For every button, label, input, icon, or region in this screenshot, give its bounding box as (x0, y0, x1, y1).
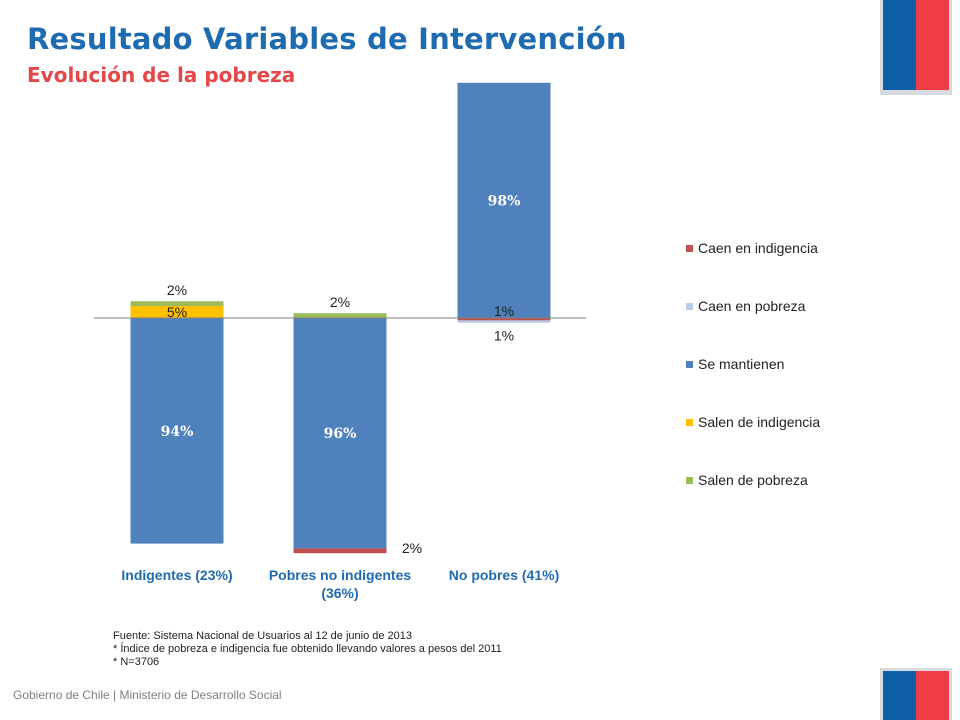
bar-salen-de-pobreza-1 (293, 313, 387, 318)
data-label-se-mantienen-0: 94% (161, 424, 194, 440)
slide-title: Resultado Variables de Intervención (27, 22, 627, 56)
source-notes: Fuente: Sistema Nacional de Usuarios al … (113, 630, 502, 669)
legend-label: Se mantienen (698, 356, 785, 372)
data-label-caen-en-pobreza-2: 1% (494, 303, 514, 319)
legend-label: Salen de pobreza (698, 472, 808, 488)
flag-logo-top (883, 0, 949, 90)
legend-swatch (686, 477, 693, 484)
footnote-index: * Índice de pobreza e indigencia fue obt… (113, 643, 502, 655)
bar-se-mantienen-2 (457, 82, 551, 318)
bar-salen-de-indigencia-0 (130, 306, 224, 318)
bar-caen-en-indigencia-2 (457, 318, 551, 321)
data-label-salen-de-pobreza-1: 2% (330, 294, 350, 310)
category-label-0-0: Indigentes (23%) (121, 567, 232, 583)
legend-label: Caen en indigencia (698, 240, 818, 256)
data-label-caen-en-indigencia-2: 1% (494, 327, 514, 343)
bar-se-mantienen-0 (130, 318, 224, 544)
data-label-se-mantienen-2: 98% (488, 193, 521, 209)
legend-swatch (686, 419, 693, 426)
category-label-1-1: (36%) (321, 585, 358, 601)
bar-caen-en-pobreza-2 (457, 320, 551, 323)
flag-blue-stripe (883, 671, 916, 720)
flag-red-stripe (916, 671, 949, 720)
bar-se-mantienen-1 (293, 318, 387, 549)
data-label-se-mantienen-1: 96% (324, 426, 357, 442)
category-label-1-0: Pobres no indigentes (269, 567, 412, 583)
data-label-salen-de-indigencia-0: 5% (167, 304, 187, 320)
data-label-salen-de-pobreza-0: 2% (167, 282, 187, 298)
legend-swatch (686, 303, 693, 310)
legend-swatch (686, 361, 693, 368)
source-line: Fuente: Sistema Nacional de Usuarios al … (113, 630, 413, 642)
flag-logo-bottom (883, 671, 949, 720)
slide-subtitle: Evolución de la pobreza (27, 63, 296, 87)
footnote-n: * N=3706 (113, 656, 160, 668)
flag-red-stripe (916, 0, 949, 90)
legend-label: Caen en pobreza (698, 298, 806, 314)
legend-label: Salen de indigencia (698, 414, 821, 430)
category-label-2-0: No pobres (41%) (449, 567, 559, 583)
legend-swatch (686, 245, 693, 252)
footer-text: Gobierno de Chile | Ministerio de Desarr… (13, 688, 282, 702)
data-label-caen-en-indigencia-1: 2% (402, 540, 422, 556)
flag-blue-stripe (883, 0, 916, 90)
bar-salen-de-pobreza-0 (130, 301, 224, 306)
bar-caen-en-indigencia-1 (293, 548, 387, 554)
